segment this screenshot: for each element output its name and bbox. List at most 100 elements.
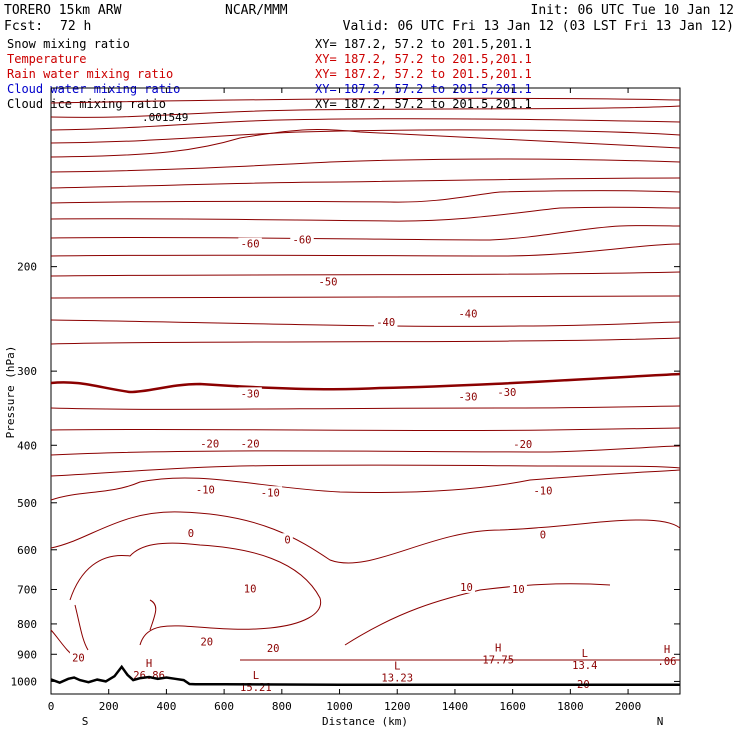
legend-xy-cloud-water: XY= 187.2, 57.2 to 201.5,201.1 <box>315 82 532 96</box>
extremum-kind: L <box>394 661 400 673</box>
model-title: TORERO 15km ARW <box>4 3 122 18</box>
isotherm <box>50 206 681 222</box>
contour-label: -30 <box>497 387 516 399</box>
contour-label: -30 <box>458 391 477 403</box>
y-tick-label: 200 <box>17 261 37 274</box>
contour-label: 20 <box>267 643 280 655</box>
legend: Snow mixing ratio XY= 187.2, 57.2 to 201… <box>7 37 532 111</box>
legend-xy-snow: XY= 187.2, 57.2 to 201.5,201.1 <box>315 37 532 51</box>
contour-label-bg <box>456 307 480 320</box>
x-tick-label: 1600 <box>499 700 526 713</box>
y-tick-label: 300 <box>17 365 37 378</box>
extremum-kind: H <box>664 644 670 656</box>
contour-label: 10 <box>244 583 257 595</box>
contour-label-bg <box>531 484 555 497</box>
x-tick-label: 800 <box>272 700 292 713</box>
x-tick-label: 2000 <box>615 700 642 713</box>
contour-label: 20 <box>72 653 85 665</box>
terrain-profile <box>50 664 680 687</box>
x-tick-label: 0 <box>48 700 55 713</box>
isotherm <box>50 97 681 104</box>
y-tick-label: 600 <box>17 544 37 557</box>
extremum-kind: H <box>495 642 501 654</box>
isotherm <box>50 511 681 564</box>
x-tick-label: 1400 <box>442 700 469 713</box>
isotherm <box>50 295 681 299</box>
isotherm <box>50 243 681 257</box>
y-tick-label: 800 <box>17 618 37 631</box>
isotherm <box>50 105 681 118</box>
contour-label: -60 <box>293 234 312 246</box>
extremum-value: 13.23 <box>381 673 413 685</box>
isotherm <box>50 469 681 501</box>
contour-label-bg <box>238 437 262 450</box>
x-tick-label: 1800 <box>557 700 584 713</box>
isotherm <box>50 158 681 173</box>
forecast-hour: 72 h <box>60 19 91 34</box>
extremum-kind: L <box>253 670 259 682</box>
legend-label-snow: Snow mixing ratio <box>7 37 130 51</box>
contour-label: -60 <box>241 239 260 251</box>
cloud-ice-value: .001549 <box>142 111 188 124</box>
contour-label-bg <box>282 533 293 546</box>
extremum-kind: H <box>146 658 152 670</box>
plot-frame <box>50 87 681 695</box>
x-tick-label: 1000 <box>326 700 353 713</box>
y-tick-label: 900 <box>17 648 37 661</box>
contour-label: 20 <box>200 637 213 649</box>
valid-time: Valid: 06 UTC Fri 13 Jan 12 (03 LST Fri … <box>343 19 734 34</box>
isotherm <box>50 337 681 345</box>
isotherm <box>50 464 681 477</box>
init-time: Init: 06 UTC Tue 10 Jan 12 <box>531 3 735 18</box>
x-end-north: N <box>657 715 664 728</box>
contour-label: -20 <box>241 438 260 450</box>
x-end-south: S <box>82 715 89 728</box>
x-tick-label: 200 <box>99 700 119 713</box>
contour-label-bg <box>197 437 222 450</box>
extremum-value: 13.4 <box>572 660 597 672</box>
contour-label-bg <box>193 483 218 496</box>
contour-label-bg <box>457 580 475 593</box>
freezing-level-isotherm <box>50 372 681 394</box>
isotherm <box>69 542 322 646</box>
contour-label: -10 <box>196 485 215 497</box>
contour-label-bg <box>241 582 259 595</box>
extremum-value: 17.75 <box>482 654 514 666</box>
contour-label: 0 <box>188 528 194 540</box>
isotherm <box>50 405 681 410</box>
contour-label: 0 <box>284 534 290 546</box>
contour-label: -30 <box>241 388 260 400</box>
axes: 0 200 400 600 800 1000 1200 1400 1600 1800 2000200… <box>11 88 680 713</box>
legend-label-cloud-ice: Cloud ice mixing ratio <box>7 97 166 111</box>
isotherm <box>149 599 157 631</box>
contour-label-bg <box>509 582 527 595</box>
contour-label-bg <box>290 233 314 246</box>
contour-label: 0 <box>540 529 546 541</box>
isotherm <box>74 604 89 651</box>
y-tick-label: 500 <box>17 497 37 510</box>
y-tick-label: 700 <box>17 584 37 597</box>
y-axis-label: Pressure (hPa) <box>4 346 17 439</box>
contour-label: -10 <box>261 487 280 499</box>
isotherm <box>50 319 681 327</box>
x-tick-label: 600 <box>214 700 234 713</box>
isotherm <box>50 271 681 277</box>
contour-label: -20 <box>513 439 532 451</box>
isotherm <box>50 445 681 456</box>
y-tick-label: 1000 <box>11 675 38 688</box>
isotherm <box>50 118 681 131</box>
contour-label-bg <box>238 237 262 250</box>
contour-label-bg <box>185 526 197 539</box>
legend-label-temperature: Temperature <box>7 52 86 66</box>
contour-label-bg <box>511 437 535 450</box>
isotherm <box>50 427 681 432</box>
isotherm <box>50 129 681 158</box>
contour-label-bg <box>238 387 262 400</box>
isotherm <box>50 225 681 241</box>
contour-label-bg <box>316 275 340 288</box>
isotherm <box>50 129 681 144</box>
extremum-value: .06 <box>658 656 677 668</box>
contour-label: -40 <box>458 309 477 321</box>
x-tick-label: 400 <box>156 700 176 713</box>
legend-xy-rain: XY= 187.2, 57.2 to 201.5,201.1 <box>315 67 532 81</box>
